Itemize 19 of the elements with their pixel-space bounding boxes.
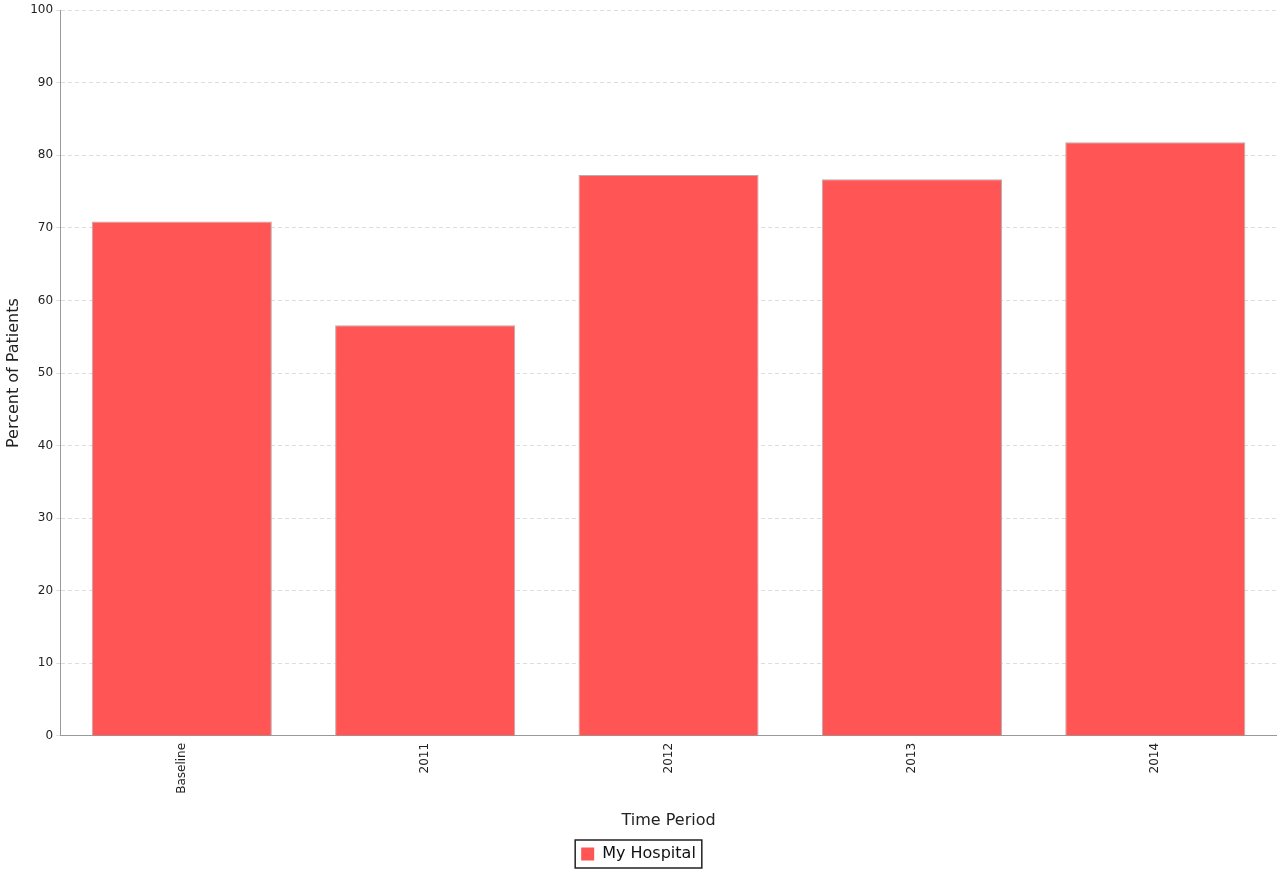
x-tick-label: Baseline xyxy=(173,742,188,794)
y-tick-label: 60 xyxy=(37,292,54,307)
legend-label: My Hospital xyxy=(602,843,696,863)
y-tick-label: 70 xyxy=(37,220,54,235)
x-tick-label: 2014 xyxy=(1147,742,1162,774)
y-tick-label: 90 xyxy=(37,74,54,89)
y-tick-label: 80 xyxy=(37,147,54,162)
x-tick-label: 2012 xyxy=(660,742,675,774)
y-tick-label: 10 xyxy=(37,655,54,670)
x-axis-title: Time Period xyxy=(620,809,716,829)
y-tick-label: 20 xyxy=(37,582,54,597)
y-tick-label: 100 xyxy=(30,2,54,17)
y-tick-label: 0 xyxy=(45,728,54,743)
x-tick-label: 2013 xyxy=(904,742,919,774)
y-tick-label: 40 xyxy=(37,437,54,452)
x-tick-label: 2011 xyxy=(417,742,432,774)
y-tick-label: 50 xyxy=(37,365,54,380)
y-tick-label: 30 xyxy=(37,510,54,525)
y-axis-title: Percent of Patients xyxy=(2,298,22,448)
